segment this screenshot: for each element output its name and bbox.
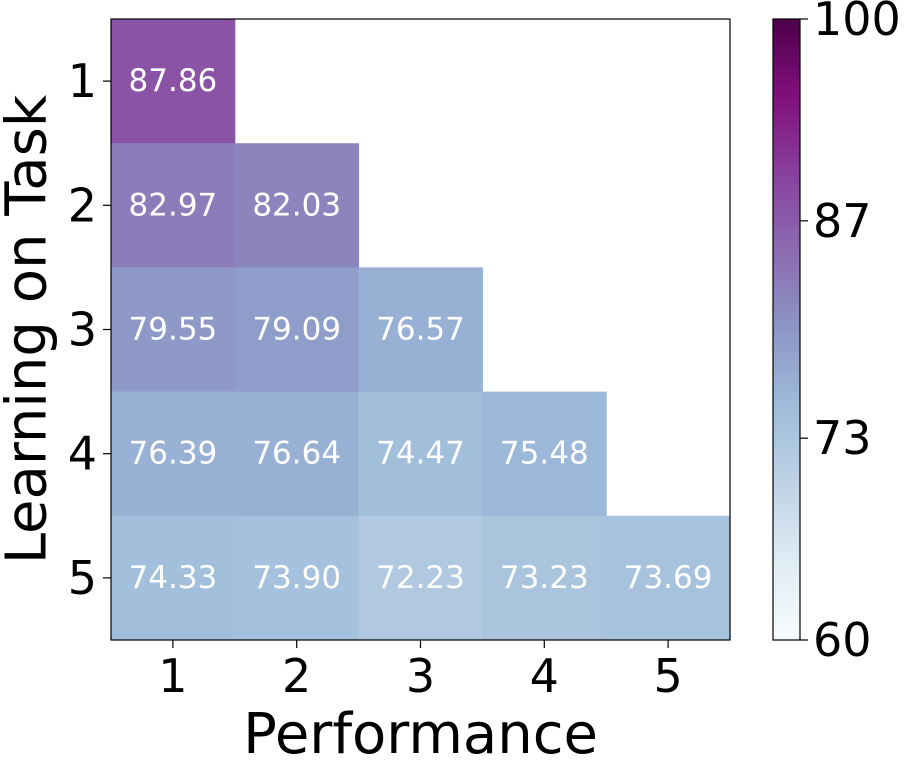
heatmap-cell-r5-c5	[606, 515, 731, 641]
x-tick-label: 5	[653, 649, 682, 703]
cell-value-label: 76.57	[376, 312, 465, 348]
cell-value-label: 76.39	[129, 436, 218, 472]
cell-value-label: 74.33	[129, 560, 218, 596]
heatmap-cell-r1-c1	[111, 19, 236, 144]
y-tick-label: 1	[68, 54, 97, 108]
x-tick-label: 3	[406, 649, 435, 703]
x-axis-title: Performance	[243, 702, 598, 767]
heatmap-cell-r5-c1	[111, 515, 236, 641]
heatmap-cell-r4-c3	[358, 391, 483, 517]
axes: 1 2 3 4 5 1 2 3 4 5 Performance Learning on Task	[0, 18, 731, 767]
cell-value-label: 73.90	[252, 560, 341, 596]
colorbar: 60 73 87 100	[772, 0, 901, 667]
cell-value-label: 73.69	[624, 560, 713, 596]
heatmap-cells	[111, 19, 731, 641]
y-axis-title: Learning on Task	[0, 94, 60, 564]
cell-value-label: 87.86	[129, 63, 218, 99]
cell-value-label: 73.23	[500, 560, 589, 596]
x-tick-label: 2	[282, 649, 311, 703]
heatmap-cell-r2-c1	[111, 143, 236, 268]
y-tick-label: 4	[68, 427, 97, 481]
y-tick-label: 3	[68, 303, 97, 357]
heatmap-cell-r3-c1	[111, 267, 236, 393]
heatmap-cell-r2-c2	[234, 143, 360, 268]
cell-value-label: 76.64	[252, 436, 341, 472]
heatmap-cell-r5-c2	[234, 515, 360, 641]
heatmap-cell-r3-c3	[358, 267, 483, 393]
colorbar-bar	[772, 18, 801, 641]
heatmap-cell-r5-c4	[482, 515, 607, 641]
heatmap-cell-r4-c1	[111, 391, 236, 517]
heatmap-cell-r4-c2	[234, 391, 360, 517]
x-tick-label: 1	[158, 649, 187, 703]
y-tick-label: 5	[68, 551, 97, 605]
cell-value-label: 75.48	[500, 436, 589, 472]
y-tick-label: 2	[68, 178, 97, 232]
colorbar-tick-label: 73	[813, 411, 872, 465]
x-tick-label: 4	[530, 649, 559, 703]
colorbar-tick-label: 100	[813, 0, 901, 46]
cell-value-label: 72.23	[376, 560, 465, 596]
cell-value-label: 74.47	[376, 436, 465, 472]
cell-value-label: 82.03	[252, 187, 341, 223]
cell-value-label: 79.55	[129, 312, 218, 348]
colorbar-tick-label: 87	[813, 194, 872, 248]
heatmap-cell-labels: 87.86 82.97 82.03 79.55 79.09 76.57 76.39 76.64…	[129, 63, 713, 596]
heatmap-cell-r5-c3	[358, 515, 483, 641]
heatmap-cell-r4-c4	[482, 391, 607, 517]
cell-value-label: 79.09	[252, 312, 341, 348]
colorbar-tick-label: 60	[813, 613, 872, 667]
cell-value-label: 82.97	[129, 187, 218, 223]
heatmap-cell-r3-c2	[234, 267, 360, 393]
